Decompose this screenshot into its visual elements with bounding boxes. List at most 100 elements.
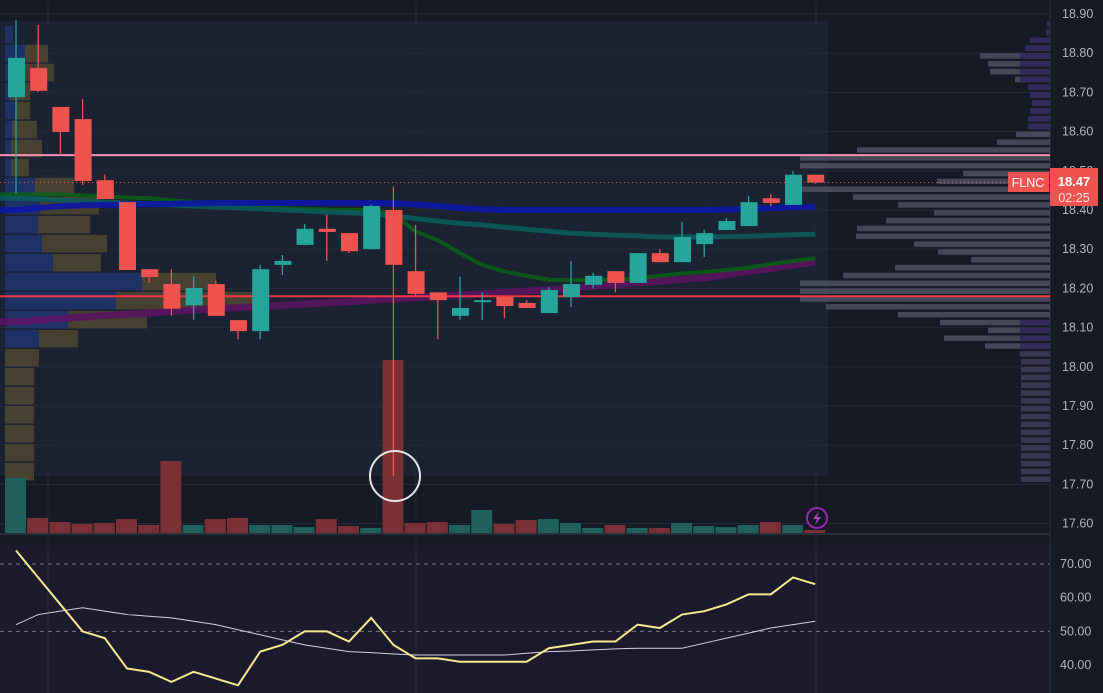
vp-right-bar	[1016, 131, 1050, 138]
vp-right-value-area	[1020, 343, 1050, 349]
vp-right-bar	[988, 61, 1050, 67]
candle-body	[141, 269, 159, 278]
vp-left-up-bar	[5, 272, 142, 291]
vp-right-bar	[800, 296, 1050, 302]
ma-green-line	[0, 192, 816, 283]
vp-right-value-area	[1020, 53, 1050, 59]
candle-body	[185, 288, 203, 306]
volume-bar	[715, 527, 737, 533]
vp-right-bar	[1021, 358, 1050, 365]
vp-right-value-area	[1020, 335, 1050, 341]
candle-body	[74, 119, 92, 181]
volume-bar	[71, 524, 93, 533]
volume-bar	[293, 527, 315, 533]
lightning-icon[interactable]	[806, 507, 828, 529]
volume-bar	[27, 518, 49, 533]
vp-right-bar	[1021, 445, 1050, 451]
vp-right-bar	[934, 210, 1050, 216]
vp-right-bar	[971, 257, 1050, 263]
volume-bar	[693, 526, 715, 533]
vp-right-bar	[1021, 468, 1050, 475]
vp-right-bar	[940, 319, 1050, 326]
vp-left-up-bar	[5, 101, 15, 120]
symbol-label: FLNC	[1008, 172, 1049, 192]
vp-right-bar	[800, 280, 1050, 287]
price-tick-label: 18.20	[1062, 281, 1093, 295]
vp-right-value-area	[1020, 76, 1050, 83]
vp-left-up-bar	[5, 63, 10, 82]
candle-body	[8, 57, 25, 98]
price-tick-label: 18.80	[1062, 46, 1093, 60]
volume-bar	[116, 519, 137, 533]
volume-bar	[249, 525, 271, 533]
vp-right-bar	[988, 327, 1050, 334]
vp-left-up-bar	[5, 120, 12, 139]
volume-bar	[648, 528, 670, 533]
vp-right-bar	[1021, 406, 1050, 412]
price-tick-label: 18.00	[1062, 360, 1093, 374]
volume-bar	[782, 525, 803, 533]
volume-bar	[560, 523, 581, 533]
candle-body	[452, 308, 469, 316]
vp-right-bar	[856, 233, 1050, 240]
vp-right-bar	[944, 335, 1050, 341]
candle-body	[563, 284, 580, 298]
vp-right-bar	[857, 225, 1050, 232]
price-axis[interactable]: 18.9018.8018.7018.6018.5018.4018.3018.20…	[1060, 7, 1093, 672]
volume-bar	[315, 519, 337, 533]
candle-body	[807, 174, 825, 183]
rsi-tick-label: 40.00	[1060, 658, 1091, 672]
volume-bar	[759, 522, 781, 533]
vp-right-bar	[898, 202, 1050, 208]
volume-bar	[737, 525, 759, 533]
volume-bar	[138, 525, 160, 533]
volume-bar	[449, 525, 470, 533]
price-tick-label: 17.70	[1062, 477, 1093, 491]
candle-body	[52, 106, 70, 132]
candles	[8, 19, 825, 477]
volume-bar	[338, 526, 359, 533]
volume-bar	[804, 530, 826, 533]
last-price-text: 18.47	[1058, 174, 1091, 189]
vp-right-bar	[938, 249, 1050, 255]
candle-body	[496, 297, 514, 307]
vp-right-value-area	[1028, 115, 1050, 122]
last-price-label: 18.47 02:25	[1050, 168, 1098, 206]
volume-bar	[604, 525, 626, 533]
vp-right-bar	[914, 241, 1050, 247]
candle-body	[274, 260, 292, 265]
vp-right-bar	[853, 194, 1050, 200]
vp-right-bar	[937, 178, 1050, 185]
rsi-pane	[0, 549, 1050, 687]
volume-bar	[5, 478, 26, 533]
candle-body	[252, 269, 270, 332]
candle-body	[651, 253, 669, 263]
price-tick-label: 17.90	[1062, 399, 1093, 413]
price-tick-label: 17.80	[1062, 438, 1093, 452]
candle-body	[429, 292, 447, 301]
price-tick-label: 18.60	[1062, 125, 1093, 139]
volume-bar	[49, 522, 71, 533]
vp-right-value-area	[1020, 319, 1050, 326]
vp-right-bar	[997, 139, 1050, 145]
vp-left-down-bar	[15, 101, 30, 120]
rsi-ma-line	[15, 607, 816, 656]
rsi-tick-label: 70.00	[1060, 557, 1091, 571]
vp-right-bar	[1020, 351, 1050, 357]
volume-bar	[537, 519, 559, 533]
candle-body	[341, 233, 358, 252]
candle-body	[540, 289, 558, 314]
volume-bar	[227, 518, 248, 533]
vp-right-bar	[895, 264, 1050, 271]
volume-bar	[160, 461, 182, 533]
price-tick-label: 18.70	[1062, 85, 1093, 99]
vp-left-down-bar	[42, 234, 107, 253]
candle-body	[296, 228, 314, 245]
highlight-circle	[369, 450, 421, 502]
vp-left-up-bar	[5, 329, 39, 348]
vp-left-down-bar	[11, 158, 29, 177]
vp-left-up-bar	[5, 139, 11, 158]
vp-right-bar	[1021, 429, 1050, 436]
